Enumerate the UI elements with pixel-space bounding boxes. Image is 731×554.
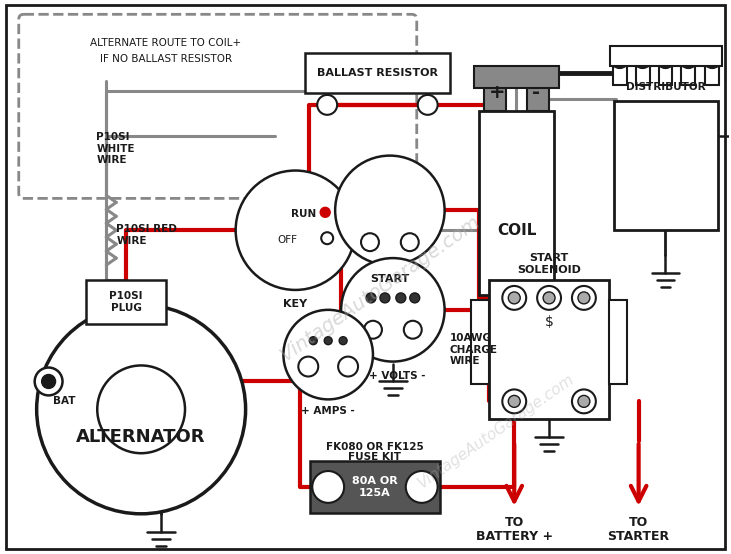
Circle shape — [42, 375, 56, 388]
Text: VintageAutoGarage.com: VintageAutoGarage.com — [276, 212, 484, 365]
Text: -: - — [532, 84, 540, 102]
Text: RUN: RUN — [291, 209, 316, 219]
Text: TO: TO — [629, 516, 648, 529]
Circle shape — [320, 207, 330, 217]
Circle shape — [634, 50, 651, 68]
Circle shape — [325, 337, 332, 345]
Circle shape — [508, 292, 520, 304]
Circle shape — [572, 286, 596, 310]
Circle shape — [380, 293, 390, 303]
Bar — [310, 461, 439, 513]
Circle shape — [656, 50, 675, 68]
Bar — [471, 300, 489, 384]
Bar — [527, 86, 549, 111]
Text: + VOLTS -: + VOLTS - — [368, 371, 425, 381]
Circle shape — [679, 50, 697, 68]
Circle shape — [537, 286, 561, 310]
Bar — [480, 111, 554, 295]
Text: 80A OR
125A: 80A OR 125A — [352, 476, 398, 497]
Circle shape — [572, 389, 596, 413]
Circle shape — [366, 293, 376, 303]
Circle shape — [361, 233, 379, 251]
Circle shape — [339, 337, 347, 345]
Circle shape — [410, 293, 420, 303]
Text: START: START — [371, 274, 409, 284]
Circle shape — [298, 357, 318, 377]
Circle shape — [396, 293, 406, 303]
Bar — [609, 300, 626, 384]
Text: OFF: OFF — [277, 235, 298, 245]
Circle shape — [404, 321, 422, 338]
Circle shape — [309, 337, 317, 345]
Circle shape — [401, 233, 419, 251]
Text: SOLENOID: SOLENOID — [517, 265, 581, 275]
Circle shape — [364, 321, 382, 338]
Circle shape — [406, 471, 438, 503]
Text: VintageAutoGarage.com: VintageAutoGarage.com — [415, 372, 577, 491]
Text: $: $ — [545, 315, 553, 329]
Text: P10SI RED
WIRE: P10SI RED WIRE — [116, 224, 177, 246]
Text: ALTERNATOR: ALTERNATOR — [76, 428, 206, 446]
Text: KEY: KEY — [284, 299, 308, 309]
Text: STARTER: STARTER — [607, 530, 670, 543]
Text: 10AWG
CHARGE
WIRE: 10AWG CHARGE WIRE — [450, 333, 498, 366]
Circle shape — [321, 232, 333, 244]
Bar — [614, 101, 719, 230]
Circle shape — [543, 292, 555, 304]
Circle shape — [37, 305, 246, 514]
Bar — [705, 63, 719, 85]
Bar — [485, 86, 507, 111]
Text: BATTERY +: BATTERY + — [476, 530, 553, 543]
Text: IF NO BALLAST RESISTOR: IF NO BALLAST RESISTOR — [100, 54, 232, 64]
Text: START: START — [529, 253, 569, 263]
Circle shape — [338, 357, 358, 377]
Text: BALLAST RESISTOR: BALLAST RESISTOR — [317, 68, 438, 78]
Circle shape — [284, 310, 373, 399]
Bar — [86, 280, 166, 324]
Bar — [636, 63, 650, 85]
Circle shape — [502, 389, 526, 413]
Circle shape — [578, 396, 590, 407]
Bar — [613, 63, 626, 85]
Circle shape — [611, 50, 629, 68]
Circle shape — [703, 50, 721, 68]
Bar — [306, 53, 450, 93]
Text: TO: TO — [504, 516, 524, 529]
Bar — [659, 63, 673, 85]
Bar — [610, 46, 722, 66]
Circle shape — [730, 130, 731, 142]
Text: ALTERNATE ROUTE TO COIL+: ALTERNATE ROUTE TO COIL+ — [91, 38, 241, 48]
Text: FK080 OR FK125: FK080 OR FK125 — [326, 442, 424, 452]
Circle shape — [341, 258, 444, 362]
Circle shape — [502, 286, 526, 310]
Circle shape — [312, 471, 344, 503]
Text: FUSE KIT: FUSE KIT — [349, 452, 401, 462]
Text: + AMPS -: + AMPS - — [301, 406, 355, 416]
Circle shape — [317, 95, 337, 115]
Text: DISTRIBUTOR: DISTRIBUTOR — [626, 82, 706, 92]
Text: P10SI
PLUG: P10SI PLUG — [110, 291, 143, 312]
Circle shape — [578, 292, 590, 304]
Bar — [681, 63, 695, 85]
Bar — [489, 280, 609, 419]
Circle shape — [508, 396, 520, 407]
Text: +: + — [489, 84, 506, 102]
Text: P10SI
WHITE
WIRE: P10SI WHITE WIRE — [96, 132, 135, 165]
Circle shape — [417, 95, 438, 115]
Text: BAT: BAT — [53, 396, 75, 407]
Circle shape — [97, 366, 185, 453]
Circle shape — [335, 156, 444, 265]
Circle shape — [235, 171, 355, 290]
Text: COIL: COIL — [497, 223, 537, 238]
Bar — [474, 66, 559, 88]
Circle shape — [34, 367, 63, 396]
